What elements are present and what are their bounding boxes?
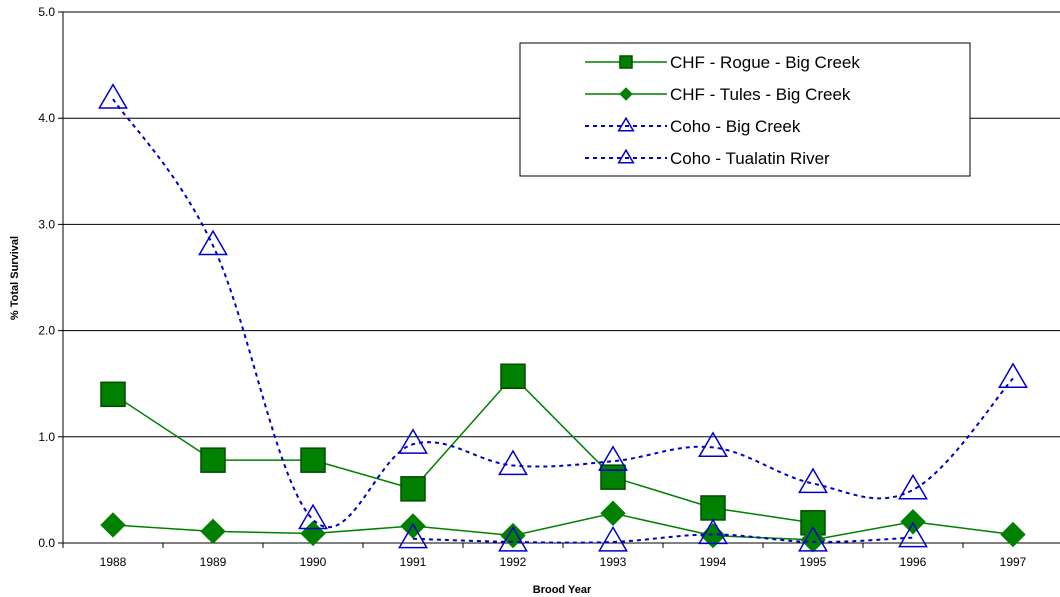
data-point xyxy=(598,445,628,471)
data-point xyxy=(898,521,928,548)
data-point xyxy=(100,381,126,408)
series-4 xyxy=(398,518,928,552)
data-point xyxy=(398,428,428,454)
y-tick-label: 4.0 xyxy=(38,111,55,125)
y-tick-label: 2.0 xyxy=(38,324,55,338)
data-point xyxy=(800,527,826,553)
data-point xyxy=(198,229,228,256)
data-point xyxy=(100,512,126,538)
x-tick-label: 1994 xyxy=(700,555,727,569)
series-1 xyxy=(100,363,826,536)
x-tick-label: 1993 xyxy=(600,555,627,569)
x-tick-label: 1996 xyxy=(900,555,927,569)
data-point xyxy=(498,525,528,552)
data-point xyxy=(98,83,128,109)
data-point xyxy=(798,467,828,494)
data-point xyxy=(200,447,226,473)
data-point xyxy=(998,362,1028,389)
x-tick-label: 1995 xyxy=(800,555,827,569)
y-tick-label: 1.0 xyxy=(38,430,55,444)
data-point xyxy=(500,363,526,390)
tick-labels: 0.0 1.0 2.0 3.0 4.0 5.0 1988 1989 1990 1991 1992 19… xyxy=(38,5,1026,569)
y-tick-label: 3.0 xyxy=(38,217,55,231)
data-point xyxy=(400,513,426,539)
legend-label: CHF - Tules - Big Creek xyxy=(670,85,851,104)
data-point xyxy=(698,431,728,458)
data-point xyxy=(298,503,328,530)
y-tick-label: 5.0 xyxy=(38,5,55,19)
data-point xyxy=(600,464,626,490)
x-axis-title: Brood Year xyxy=(533,584,592,596)
legend-label: CHF - Rogue - Big Creek xyxy=(670,53,860,72)
axes xyxy=(58,11,1060,548)
series-line xyxy=(112,98,1014,529)
data-point xyxy=(300,520,326,547)
legend-label: Coho - Big Creek xyxy=(670,117,801,136)
legend-box xyxy=(519,42,971,177)
data-point xyxy=(398,522,428,549)
data-point xyxy=(400,476,426,502)
x-tick-label: 1992 xyxy=(500,555,527,569)
y-axis-title: % Total Survival xyxy=(9,236,21,320)
legend-marker xyxy=(619,55,633,69)
series-line xyxy=(412,533,914,544)
legend-marker xyxy=(619,87,633,101)
data-point xyxy=(698,518,728,545)
series-layer xyxy=(98,83,1028,553)
series-line xyxy=(112,512,1014,541)
x-tick-label: 1989 xyxy=(200,555,227,569)
x-tick-label: 1997 xyxy=(1000,555,1027,569)
data-point xyxy=(300,447,326,473)
y-tick-label: 0.0 xyxy=(38,536,55,550)
legend-label: Coho - Tualatin River xyxy=(670,149,830,168)
x-tick-label: 1991 xyxy=(400,555,427,569)
data-point xyxy=(798,525,828,552)
data-point xyxy=(598,525,628,552)
legend-marker xyxy=(617,148,635,164)
data-point xyxy=(700,495,726,521)
data-point xyxy=(898,473,928,500)
series-line xyxy=(112,375,814,524)
legend-marker xyxy=(617,116,635,132)
x-tick-label: 1990 xyxy=(300,555,327,569)
series-3 xyxy=(98,83,1028,530)
data-point xyxy=(600,500,626,526)
x-tick-label: 1988 xyxy=(100,555,127,569)
data-point xyxy=(1000,521,1026,548)
data-point xyxy=(200,518,226,545)
data-point xyxy=(498,449,528,476)
legend: CHF - Rogue - Big Creek CHF - Tules - Big… xyxy=(519,42,971,177)
